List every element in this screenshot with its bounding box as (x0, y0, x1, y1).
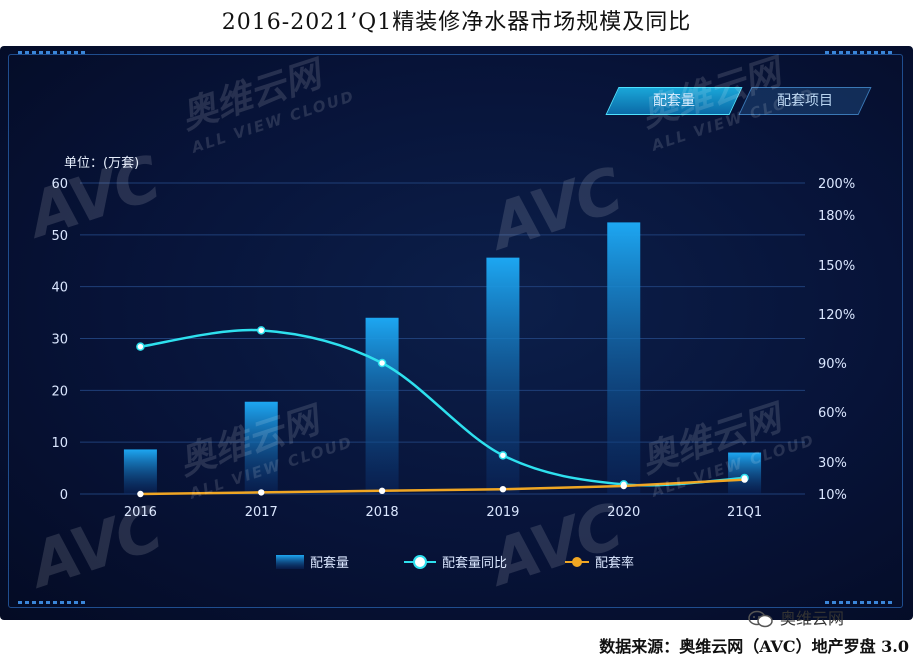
y-right-tick-label: 90% (818, 357, 847, 372)
x-tick-label: 2016 (124, 505, 157, 520)
y-right-tick-label: 60% (818, 406, 847, 421)
bar (123, 449, 157, 494)
point-yoy (136, 342, 145, 351)
legend-label: 配套率 (595, 555, 634, 571)
x-tick-label: 2019 (486, 505, 519, 520)
point-rate (620, 482, 627, 490)
y-right-tick-label: 200% (818, 177, 855, 192)
bar (244, 401, 278, 494)
bar (365, 317, 399, 494)
x-tick-label: 2017 (245, 505, 278, 520)
point-rate (741, 476, 748, 483)
panel-border (8, 54, 903, 608)
x-tick-label: 2020 (607, 505, 640, 520)
unit-label: 单位：(万套) (64, 156, 140, 171)
page-title: 2016-2021’Q1精装修净水器市场规模及同比 (221, 10, 692, 35)
chart-svg: 0 10 20 30 40 50 60 10% 30% 60% 90% 120% 150% 180% 200… (51, 177, 855, 571)
point-rate (378, 487, 386, 494)
y-right-tick-label: 10% (818, 488, 847, 503)
bar (728, 452, 762, 494)
point-yoy (257, 326, 266, 335)
series-line-yoy (140, 328, 745, 487)
chat-bubbles-icon (748, 610, 774, 628)
y-right-tick-label: 30% (818, 456, 847, 471)
point-yoy (498, 451, 508, 460)
chart-panel: 配套量 配套项目 单位：(万套) (0, 46, 913, 620)
data-source: 数据来源：奥维云网（AVC）地产罗盘 3.0 (599, 637, 909, 656)
y-left-tick-label: 40 (51, 281, 68, 296)
y-left-tick-label: 60 (51, 177, 68, 192)
brand-badge: 奥维云网 (748, 608, 844, 630)
legend-marker-rate (572, 557, 582, 567)
y-left-tick-label: 10 (51, 436, 68, 451)
y-right-tick-label: 150% (818, 259, 855, 274)
decor-dash (825, 51, 895, 54)
point-rate (137, 490, 144, 498)
point-rate (258, 489, 265, 496)
decor-dash (18, 51, 88, 54)
point-rate (499, 486, 507, 493)
series-line-rate (140, 478, 745, 496)
x-tick-label: 21Q1 (727, 505, 762, 520)
y-left-tick-label: 50 (51, 229, 68, 244)
legend-label: 配套量 (310, 555, 349, 571)
y-left-tick-label: 20 (51, 384, 68, 399)
brand-name: 奥维云网 (780, 609, 845, 628)
bar (607, 222, 641, 495)
x-tick-label: 2018 (366, 505, 399, 520)
point-yoy (377, 358, 387, 368)
decor-dash (18, 601, 88, 604)
y-right-tick-label: 120% (818, 308, 855, 323)
legend-label: 配套量同比 (442, 555, 507, 571)
y-left-tick-label: 0 (60, 488, 68, 503)
legend-marker-yoy (413, 555, 427, 569)
y-left-tick-label: 30 (51, 333, 68, 348)
decor-dash (825, 601, 895, 604)
legend-swatch-bar (276, 555, 304, 569)
y-right-tick-label: 180% (818, 209, 855, 224)
